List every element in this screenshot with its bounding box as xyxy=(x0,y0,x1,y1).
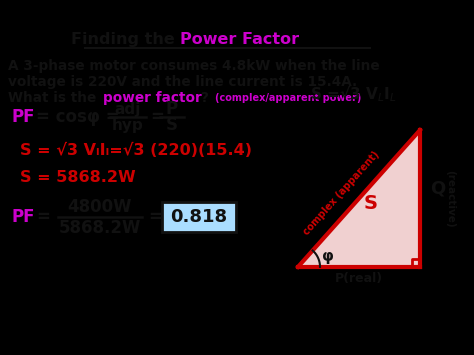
Text: What is the: What is the xyxy=(8,91,101,105)
Text: 4800W: 4800W xyxy=(68,198,132,216)
Text: P: P xyxy=(166,100,178,118)
Text: 0.818: 0.818 xyxy=(171,208,228,226)
Text: voltage is 220V and the line current is 15.4A.: voltage is 220V and the line current is … xyxy=(8,75,357,89)
Text: PF: PF xyxy=(12,108,36,126)
Text: = cosφ =: = cosφ = xyxy=(36,108,119,126)
Text: (complex/apparent power): (complex/apparent power) xyxy=(215,93,361,103)
FancyBboxPatch shape xyxy=(162,202,236,232)
Text: PF: PF xyxy=(12,208,36,226)
Text: =: = xyxy=(148,208,162,226)
Text: φ: φ xyxy=(322,250,334,264)
Text: S = 5868.2W: S = 5868.2W xyxy=(20,169,136,185)
Text: hyp: hyp xyxy=(112,118,144,132)
Text: S =√3 V$_L$I$_L$: S =√3 V$_L$I$_L$ xyxy=(310,84,397,104)
Text: =: = xyxy=(36,208,50,226)
Text: Power Factor: Power Factor xyxy=(180,32,299,47)
Text: S: S xyxy=(364,194,378,213)
Text: power factor: power factor xyxy=(103,91,202,105)
Text: complex (apparent): complex (apparent) xyxy=(301,149,381,237)
Polygon shape xyxy=(298,130,420,267)
Text: S = √3 VₗIₗ=√3 (220)(15.4): S = √3 VₗIₗ=√3 (220)(15.4) xyxy=(20,142,252,158)
Text: S: S xyxy=(166,116,178,134)
Text: P(real): P(real) xyxy=(335,272,383,285)
Text: Q: Q xyxy=(430,180,446,197)
Text: ?: ? xyxy=(200,91,208,105)
Text: (reactive): (reactive) xyxy=(445,170,455,227)
Text: 5868.2W: 5868.2W xyxy=(59,219,141,237)
Text: adj: adj xyxy=(115,102,141,116)
Text: =: = xyxy=(150,108,164,126)
Text: A 3-phase motor consumes 4.8kW when the line: A 3-phase motor consumes 4.8kW when the … xyxy=(8,59,380,73)
Text: Finding the: Finding the xyxy=(71,32,180,47)
